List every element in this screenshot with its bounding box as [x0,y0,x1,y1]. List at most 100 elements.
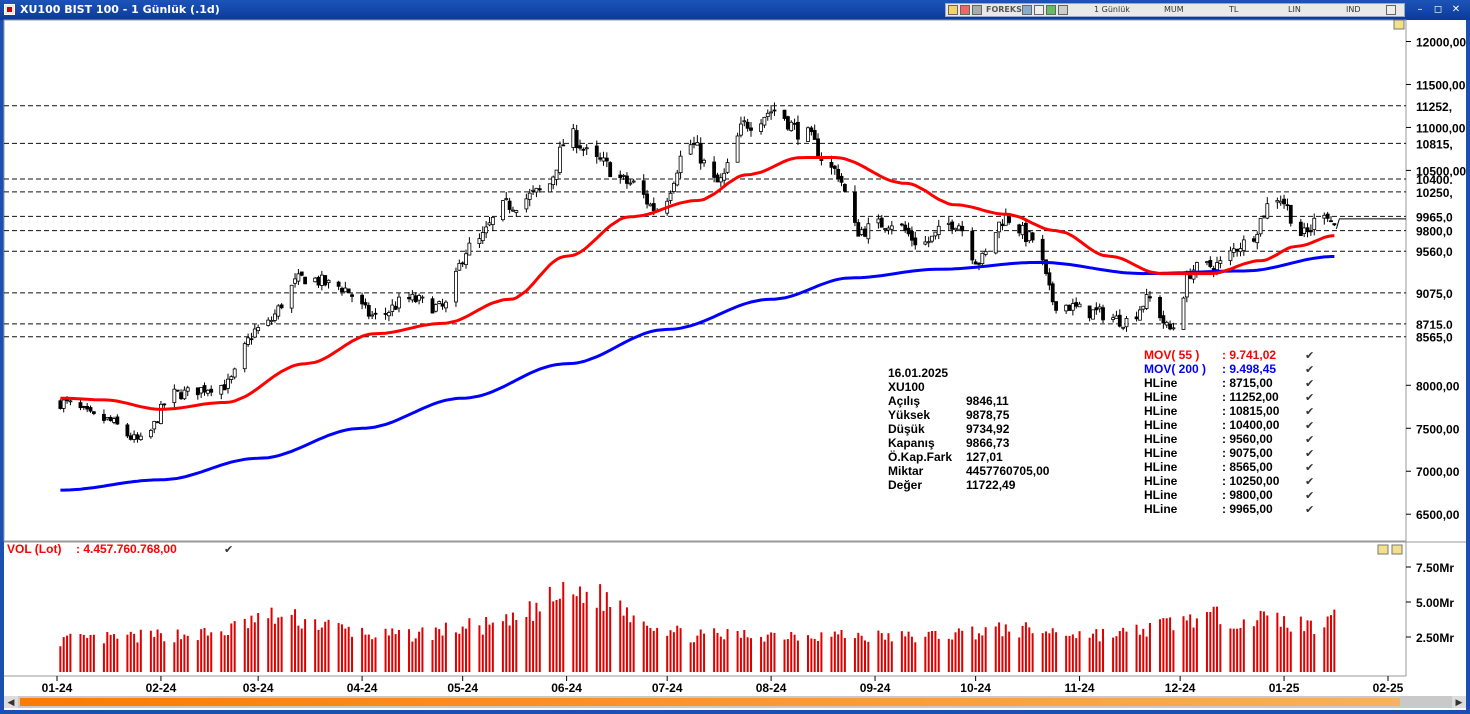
candle-body[interactable] [910,231,914,241]
candle-body[interactable] [1111,317,1115,320]
candle-body[interactable] [1228,250,1233,262]
candle-body[interactable] [85,405,90,410]
candle-body[interactable] [879,217,884,228]
legend-check-icon[interactable]: ✔ [1305,420,1314,432]
candle-body[interactable] [480,232,485,242]
candle-body[interactable] [789,121,794,132]
legend-check-icon[interactable]: ✔ [1305,434,1314,446]
period-selector[interactable]: 1 Günlük [1094,5,1130,14]
candle-body[interactable] [360,294,364,305]
candle-body[interactable] [1164,321,1169,326]
candle-body[interactable] [319,274,324,286]
candle-body[interactable] [1064,304,1069,312]
candle-body[interactable] [1124,318,1129,328]
candle-body[interactable] [269,320,274,323]
candle-body[interactable] [839,175,844,183]
candle-body[interactable] [1184,274,1189,298]
candle-body[interactable] [1205,261,1209,264]
close-button[interactable]: ✕ [1451,4,1461,15]
candle-body[interactable] [899,223,904,226]
candle-body[interactable] [1312,217,1317,230]
candle-body[interactable] [715,174,720,183]
candle-body[interactable] [712,161,717,178]
candle-body[interactable] [1285,204,1290,207]
candle-body[interactable] [1141,305,1146,310]
candle-body[interactable] [1077,303,1082,308]
candle-body[interactable] [393,305,398,310]
candle-body[interactable] [417,295,421,301]
legend-check-icon[interactable]: ✔ [1305,476,1314,488]
indicator-selector[interactable]: IND [1346,5,1361,14]
candle-body[interactable] [889,225,894,230]
candle-body[interactable] [866,223,871,240]
candle-body[interactable] [809,127,814,132]
candle-body[interactable] [490,216,495,225]
legend-check-icon[interactable]: ✔ [1305,448,1314,460]
candle-body[interactable] [58,400,63,409]
candle-body[interactable] [742,120,747,123]
candle-body[interactable] [279,304,284,309]
candle-body[interactable] [547,183,552,193]
candle-body[interactable] [185,387,190,392]
mov200-line[interactable] [60,255,1335,492]
candle-body[interactable] [675,172,680,186]
horizontal-scrollbar[interactable]: ◀ ▶ [4,696,1466,708]
candle-body[interactable] [960,225,965,232]
candle-body[interactable] [1030,232,1035,241]
candle-body[interactable] [195,387,200,396]
candle-body[interactable] [581,148,586,151]
candle-body[interactable] [578,145,582,149]
candle-body[interactable] [551,176,556,186]
candle-body[interactable] [484,226,489,234]
candle-body[interactable] [772,109,777,112]
candle-body[interactable] [946,222,951,225]
candle-body[interactable] [641,180,646,195]
candle-body[interactable] [702,159,706,164]
candle-body[interactable] [1050,283,1055,303]
candle-body[interactable] [1302,227,1307,235]
candle-body[interactable] [1322,214,1327,219]
candle-body[interactable] [1251,238,1256,242]
candle-body[interactable] [65,399,69,402]
candle-body[interactable] [668,192,673,201]
volume-panel-menu-icon[interactable] [1377,544,1389,555]
candle-body[interactable] [159,403,163,425]
candle-body[interactable] [749,127,753,131]
candle-body[interactable] [956,225,961,230]
candle-body[interactable] [1114,315,1119,319]
candle-body[interactable] [229,376,234,380]
candle-body[interactable] [842,184,847,192]
candle-body[interactable] [1134,316,1139,320]
candle-body[interactable] [836,168,841,180]
candle-body[interactable] [1144,294,1149,309]
candle-body[interactable] [1288,204,1293,224]
candle-body[interactable] [1074,302,1079,307]
candle-body[interactable] [648,203,653,207]
candle-body[interactable] [276,305,281,317]
candle-body[interactable] [993,232,998,254]
candle-body[interactable] [983,251,988,255]
candle-body[interactable] [61,399,66,409]
candle-body[interactable] [387,312,391,317]
candle-body[interactable] [202,385,207,393]
candle-body[interactable] [678,155,683,174]
title-bar[interactable]: XU100 BIST 100 - 1 Günlük (.1d) FOREKS 1… [0,0,1470,20]
candle-body[interactable] [628,182,633,185]
candle-body[interactable] [366,305,371,317]
candle-body[interactable] [1278,200,1283,204]
chart-style-selector[interactable]: MUM [1164,5,1184,14]
candle-body[interactable] [226,378,230,389]
candle-body[interactable] [373,312,378,315]
candle-body[interactable] [1258,217,1263,235]
candle-body[interactable] [863,228,867,237]
candle-body[interactable] [350,294,354,297]
candle-body[interactable] [1044,259,1048,274]
price-panel-menu-icon[interactable] [1393,19,1405,30]
candle-body[interactable] [745,121,750,129]
candle-body[interactable] [812,130,817,140]
candle-body[interactable] [477,238,482,244]
candle-body[interactable] [1308,230,1313,233]
candle-body[interactable] [232,368,237,378]
candle-body[interactable] [926,241,931,244]
